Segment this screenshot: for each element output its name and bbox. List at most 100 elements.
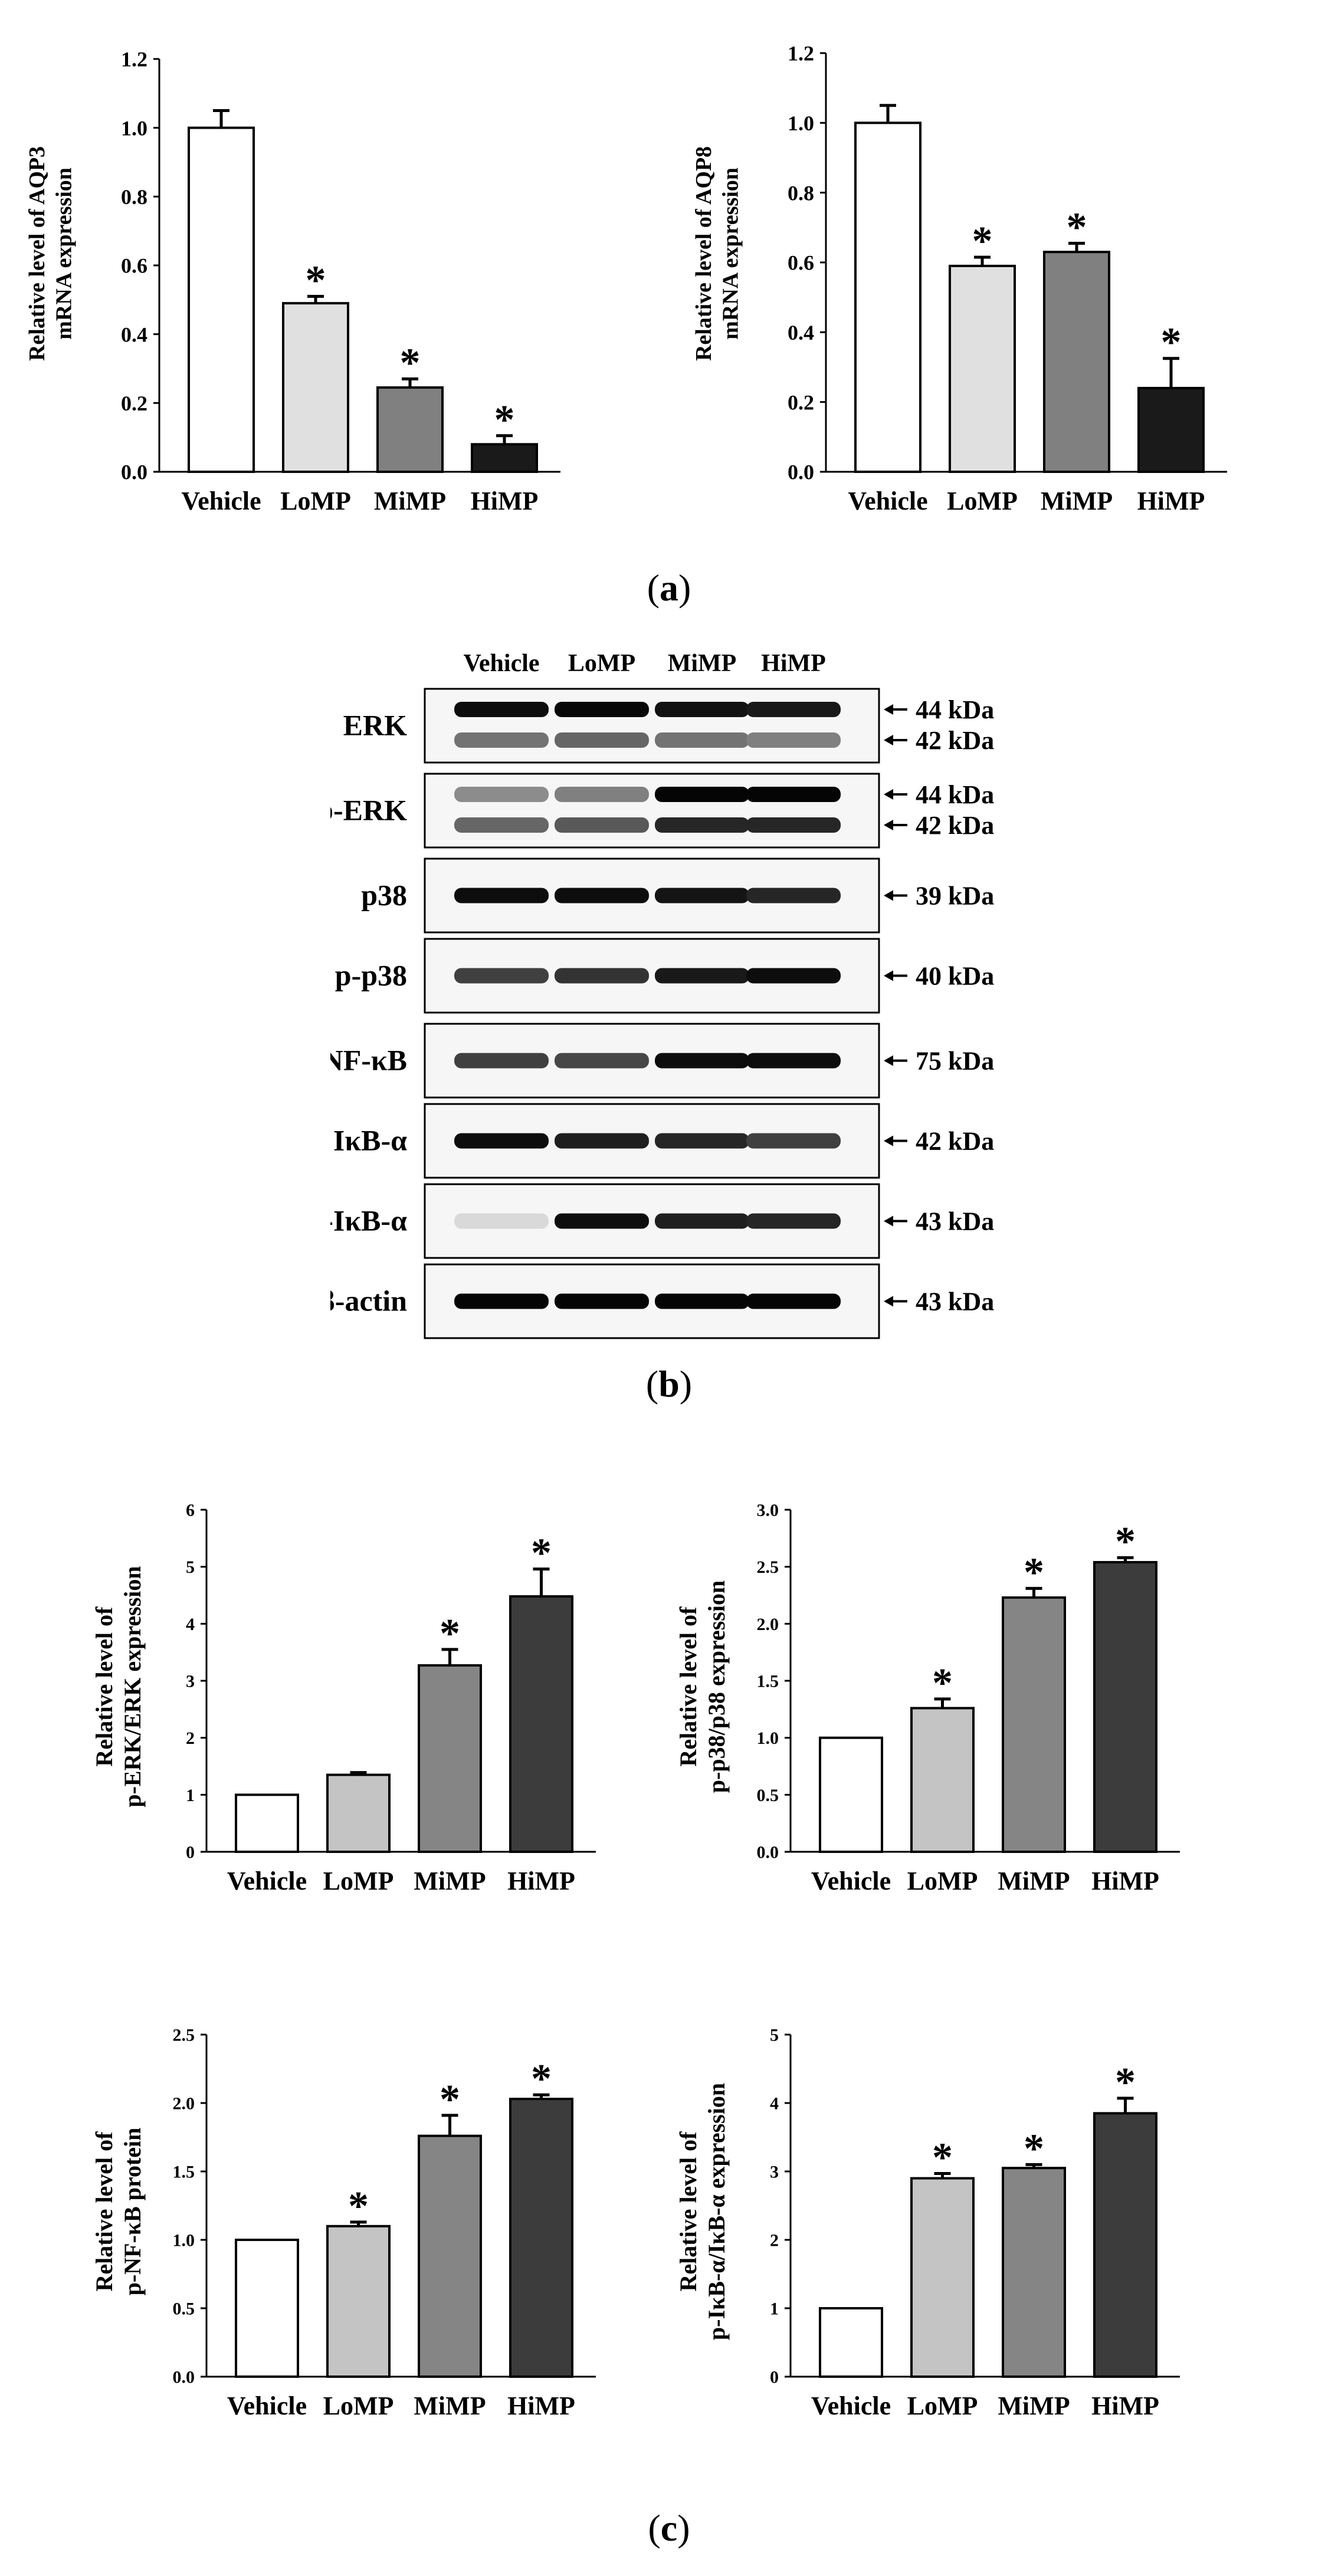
y-tick-label: 0.5: [757, 1786, 779, 1805]
y-tick-label: 2.5: [757, 1558, 779, 1577]
band: [454, 702, 549, 717]
y-axis-label-line: p-p38/p38 expression: [703, 1581, 730, 1793]
protein-label: ERK: [343, 709, 407, 742]
y-axis-label: Relative level of AQP8 mRNA expression: [691, 146, 743, 361]
y-tick-label: 0.0: [173, 2368, 195, 2387]
band: [454, 1053, 549, 1069]
arrow-head: [884, 1135, 893, 1146]
y-tick-label: 2: [186, 1729, 195, 1748]
kda-label: 39 kDa: [916, 882, 994, 911]
band: [555, 1133, 649, 1149]
y-tick-label: 5: [186, 1558, 195, 1577]
y-tick-label: 0.2: [121, 392, 147, 415]
band: [655, 1293, 749, 1309]
bar-vehicle: [819, 2307, 883, 2378]
y-tick-label: 0: [770, 2368, 779, 2387]
y-axis-label: Relative level of p-ERK/ERK expression: [91, 1566, 146, 1807]
x-tick-label: LoMP: [323, 1867, 394, 1895]
significance-marker: *: [1161, 320, 1182, 366]
y-tick-label: 2: [770, 2231, 779, 2250]
y-tick-label: 4: [770, 2094, 779, 2114]
bar-mimp: [376, 386, 444, 473]
bar-mimp: [1002, 1596, 1066, 1853]
bar-himp: [1137, 387, 1205, 473]
x-tick-label: LoMP: [907, 2391, 978, 2420]
y-tick-label: 0.4: [121, 323, 147, 346]
arrow-head: [884, 789, 893, 800]
y-axis-label-line: Relative level of: [675, 2131, 701, 2292]
significance-marker: *: [1115, 1519, 1136, 1565]
bar-lomp: [910, 2177, 975, 2378]
kda-label: 43 kDa: [916, 1207, 994, 1236]
band: [746, 732, 841, 748]
arrow-head: [884, 1215, 893, 1227]
band: [655, 1053, 749, 1069]
bar-mimp: [418, 1664, 482, 1853]
chart-pp38: 0.0 0.5 1.0 1.5 2.0 2.5 3.0 Relative level of p-…: [655, 1468, 1245, 1940]
x-tick-label: LoMP: [323, 2391, 394, 2420]
y-tick-label: 0.0: [757, 1843, 779, 1862]
x-tick-label: MiMP: [998, 2391, 1070, 2420]
y-tick-label: 0.0: [788, 461, 814, 484]
bar-himp: [471, 443, 538, 473]
y-tick-label: 1.0: [121, 116, 147, 140]
y-tick-label: 5: [770, 2026, 779, 2045]
kda-label: 43 kDa: [916, 1287, 994, 1316]
arrow-head: [884, 820, 893, 830]
protein-label: p-ERK: [330, 794, 407, 827]
y-tick-label: 2.0: [757, 1615, 779, 1634]
y-axis-label-line: Relative level of AQP3: [25, 146, 50, 361]
bar-mimp: [1002, 2167, 1066, 2378]
band: [555, 1293, 649, 1309]
x-tick-label: HiMP: [1091, 1867, 1159, 1895]
chart-perk: 0 1 2 3 4 5 6 Relative level of p-ERK/ERK expres…: [71, 1468, 661, 1940]
x-tick-label: Vehicle: [811, 2391, 891, 2420]
significance-marker: *: [306, 258, 326, 304]
x-tick-label: HiMP: [1091, 2391, 1159, 2420]
y-tick-label: 1: [770, 2299, 779, 2319]
band: [746, 1293, 841, 1309]
significance-marker: *: [531, 2056, 552, 2102]
y-tick-label: 6: [186, 1501, 195, 1520]
y-tick-label: 0: [186, 1843, 195, 1862]
y-axis-label: Relative level of p-NF-κB protein: [91, 2128, 146, 2296]
lane-label: Vehicle: [463, 650, 539, 677]
band: [655, 817, 749, 833]
x-tick-label: HiMP: [1137, 487, 1205, 515]
significance-marker: *: [932, 2135, 953, 2180]
band: [454, 1213, 549, 1229]
bar-vehicle: [235, 2239, 299, 2378]
band: [655, 968, 749, 984]
significance-marker: *: [1024, 2126, 1044, 2171]
band: [746, 787, 841, 802]
panel-label-a: (a): [647, 567, 691, 609]
significance-marker: *: [1024, 1550, 1044, 1595]
band: [746, 888, 841, 903]
x-tick-label: MiMP: [414, 2391, 486, 2420]
y-tick-label: 1.5: [173, 2163, 195, 2182]
kda-label: 42 kDa: [916, 726, 994, 755]
x-tick-label: MiMP: [414, 1867, 486, 1895]
bar-mimp: [1043, 251, 1110, 473]
y-tick-label: 0.5: [173, 2299, 195, 2319]
bar-vehicle: [854, 121, 921, 474]
protein-label: p38: [361, 879, 407, 912]
panel-label-b: (b): [645, 1363, 693, 1405]
y-axis-label: Relative level of p-IκB-α/IκB-α expressio…: [675, 2083, 730, 2340]
protein-label: p-IκB-α: [330, 1204, 407, 1237]
x-tick-label: MiMP: [1041, 487, 1113, 515]
protein-label: p-p38: [335, 959, 407, 992]
y-tick-label: 1: [186, 1786, 195, 1805]
protein-label: p-NF-κB: [330, 1044, 407, 1077]
y-axis-label-line: p-IκB-α/IκB-α expression: [703, 2083, 730, 2340]
y-tick-label: 0.0: [121, 461, 147, 484]
y-axis-label: Relative level of AQP3 mRNA expression: [25, 146, 77, 361]
y-tick-label: 1.0: [757, 1729, 779, 1748]
y-axis-label-line: Relative level of: [91, 1606, 117, 1767]
significance-marker: *: [440, 2077, 460, 2122]
band: [454, 888, 549, 903]
lane-label: LoMP: [568, 650, 635, 677]
bar-vehicle: [819, 1736, 883, 1853]
y-tick-label: 1.0: [788, 111, 814, 135]
